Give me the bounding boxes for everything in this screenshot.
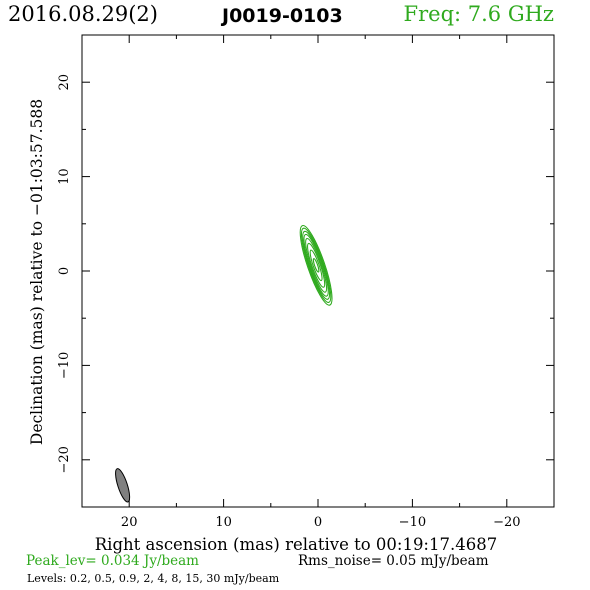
- x-tick-label: −10: [399, 515, 426, 530]
- x-tick-label: 0: [314, 515, 322, 530]
- x-tick-label: 20: [121, 515, 138, 530]
- rms-noise: Rms_noise= 0.05 mJy/beam: [298, 553, 489, 569]
- contour-line: [303, 233, 329, 297]
- peak-level: Peak_lev= 0.034 Jy/beam: [26, 553, 199, 569]
- source-name: J0019-0103: [222, 5, 343, 27]
- contour-line: [300, 227, 332, 304]
- x-tick-label: 10: [215, 515, 232, 530]
- plot-frame: [81, 34, 555, 508]
- x-axis-label: Right ascension (mas) relative to 00:19:…: [95, 535, 497, 554]
- contour-line: [299, 224, 333, 306]
- contour-levels: Levels: 0.2, 0.5, 0.9, 2, 4, 8, 15, 30 m…: [27, 572, 280, 585]
- y-tick-label: 10: [57, 168, 72, 185]
- frequency-label: Freq: 7.6 GHz: [403, 2, 554, 26]
- beam-ellipse: [115, 468, 131, 503]
- y-axis-label: Declination (mas) relative to −01:03:57.…: [28, 99, 46, 445]
- contour-line: [305, 237, 328, 293]
- contour-line: [312, 258, 320, 273]
- observation-date: 2016.08.29(2): [8, 2, 158, 26]
- y-tick-label: −10: [57, 352, 72, 379]
- contour-line: [309, 249, 323, 282]
- contour-line: [302, 230, 331, 300]
- x-tick-label: −20: [493, 515, 520, 530]
- y-tick-label: −20: [57, 446, 72, 473]
- y-tick-label: 20: [57, 74, 72, 91]
- contour-line: [307, 242, 326, 288]
- y-tick-label: 0: [57, 267, 72, 275]
